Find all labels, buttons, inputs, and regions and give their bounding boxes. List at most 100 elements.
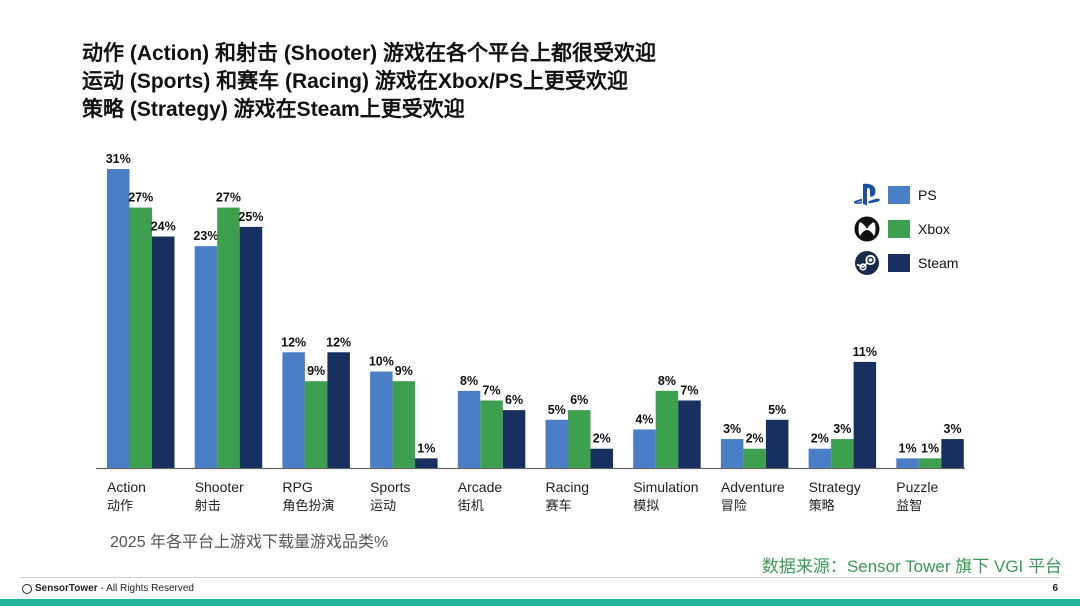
chart-caption: 2025 年各平台上游戏下载量游戏品类%	[110, 534, 389, 551]
x-tick-label-cn-simulation: 模拟	[633, 499, 659, 514]
data-label-xbox-simulation: 8%	[658, 374, 676, 388]
bar-steam-arcade	[502, 410, 526, 468]
data-label-steam-rpg: 12%	[326, 335, 351, 349]
data-label-ps-adventure: 3%	[723, 422, 741, 436]
x-tick-label-cn-adventure: 冒险	[721, 499, 747, 514]
x-tick-label-cn-arcade: 街机	[458, 499, 484, 514]
bar-xbox-adventure	[743, 448, 766, 468]
legend-swatch-steam	[888, 254, 910, 272]
rights-text: - All Rights Reserved	[100, 583, 194, 594]
data-label-xbox-action: 27%	[128, 191, 153, 205]
data-label-xbox-arcade: 7%	[483, 383, 501, 397]
data-label-steam-strategy: 11%	[853, 345, 877, 359]
data-label-ps-rpg: 12%	[281, 335, 306, 349]
bar-steam-rpg	[327, 352, 350, 468]
data-label-ps-racing: 5%	[548, 403, 566, 417]
data-label-steam-adventure: 5%	[768, 403, 786, 417]
bar-xbox-simulation	[655, 390, 679, 468]
legend-swatch-ps	[888, 186, 910, 204]
bar-steam-racing	[590, 448, 613, 468]
legend: PS Xbox Steam	[852, 178, 958, 280]
headline-line-1: 动作 (Action) 和射击 (Shooter) 游戏在各个平台上都很受欢迎	[82, 42, 656, 65]
bar-xbox-action	[129, 207, 152, 469]
brand-name: SensorTower	[35, 583, 98, 594]
bar-ps-shooter	[194, 246, 218, 468]
bar-ps-puzzle	[896, 458, 919, 468]
footer-divider	[20, 577, 1060, 578]
bar-steam-action	[152, 236, 175, 468]
x-tick-label-cn-sports: 运动	[370, 499, 396, 514]
footer-brand: SensorTower - All Rights Reserved	[22, 583, 194, 594]
bar-steam-puzzle	[941, 439, 964, 468]
legend-item-ps: PS	[852, 178, 958, 212]
sensortower-logo-icon	[22, 583, 32, 594]
steam-icon	[852, 248, 882, 278]
data-label-steam-shooter: 25%	[238, 210, 263, 224]
bar-ps-arcade	[457, 390, 481, 468]
x-tick-label-arcade: Arcade	[458, 479, 503, 495]
x-tick-label-racing: Racing	[546, 479, 590, 495]
source-note: 数据来源：Sensor Tower 旗下 VGI 平台	[761, 557, 1062, 576]
x-tick-label-cn-action: 动作	[107, 499, 133, 514]
bar-steam-strategy	[853, 361, 877, 468]
bar-xbox-rpg	[304, 381, 328, 468]
bar-ps-sports	[370, 371, 393, 468]
playstation-icon	[852, 180, 882, 210]
legend-swatch-xbox	[888, 220, 910, 238]
bar-steam-simulation	[678, 400, 701, 468]
data-label-ps-sports: 10%	[369, 355, 394, 369]
x-tick-label-cn-puzzle: 益智	[896, 499, 922, 514]
data-label-ps-puzzle: 1%	[899, 441, 917, 455]
legend-label-steam: Steam	[918, 255, 959, 271]
bar-steam-adventure	[765, 419, 789, 468]
x-tick-label-cn-strategy: 策略	[809, 498, 835, 514]
bar-xbox-sports	[392, 381, 416, 468]
legend-item-xbox: Xbox	[852, 212, 958, 246]
data-label-ps-simulation: 4%	[635, 412, 653, 426]
headline-line-3: 策略 (Strategy) 游戏在Steam上更受欢迎	[82, 98, 465, 121]
legend-item-steam: Steam	[852, 246, 958, 280]
bar-ps-action	[107, 169, 130, 468]
data-label-ps-arcade: 8%	[460, 374, 478, 388]
data-label-xbox-strategy: 3%	[833, 422, 851, 436]
data-label-xbox-shooter: 27%	[216, 191, 241, 205]
x-tick-label-sports: Sports	[370, 479, 410, 495]
data-label-steam-sports: 1%	[417, 441, 435, 455]
bar-steam-shooter	[239, 226, 263, 468]
x-tick-label-puzzle: Puzzle	[896, 479, 938, 495]
bar-xbox-shooter	[217, 207, 240, 469]
headline-line-2: 运动 (Sports) 和赛车 (Racing) 游戏在Xbox/PS上更受欢迎	[82, 70, 629, 93]
bar-xbox-racing	[568, 410, 591, 468]
data-label-steam-puzzle: 3%	[944, 422, 962, 436]
xbox-icon	[852, 214, 882, 244]
data-label-steam-simulation: 7%	[680, 383, 698, 397]
bar-ps-strategy	[808, 448, 832, 468]
x-tick-label-action: Action	[107, 479, 146, 495]
x-tick-label-cn-shooter: 射击	[195, 498, 221, 514]
bar-ps-adventure	[720, 439, 744, 468]
x-tick-label-shooter: Shooter	[195, 479, 244, 495]
x-tick-label-cn-racing: 赛车	[546, 498, 572, 514]
bar-ps-racing	[545, 419, 568, 468]
x-tick-label-adventure: Adventure	[721, 479, 785, 495]
bottom-accent-bar	[0, 599, 1080, 606]
data-label-xbox-rpg: 9%	[307, 364, 325, 378]
data-label-xbox-puzzle: 1%	[921, 441, 939, 455]
legend-label-xbox: Xbox	[918, 221, 950, 237]
legend-label-ps: PS	[918, 187, 937, 203]
bar-ps-rpg	[282, 352, 305, 468]
bar-xbox-puzzle	[918, 458, 942, 468]
bar-xbox-strategy	[831, 439, 854, 468]
data-label-ps-action: 31%	[106, 152, 131, 166]
x-tick-label-strategy: Strategy	[809, 479, 861, 495]
data-label-xbox-adventure: 2%	[746, 432, 764, 446]
bar-ps-simulation	[633, 429, 656, 468]
data-label-ps-shooter: 23%	[193, 229, 218, 243]
page-number: 6	[1052, 583, 1058, 594]
data-label-xbox-racing: 6%	[570, 393, 588, 407]
x-tick-label-cn-rpg: 角色扮演	[282, 498, 334, 514]
bar-steam-sports	[415, 458, 438, 468]
x-tick-label-rpg: RPG	[282, 479, 312, 495]
bar-xbox-arcade	[480, 400, 503, 468]
